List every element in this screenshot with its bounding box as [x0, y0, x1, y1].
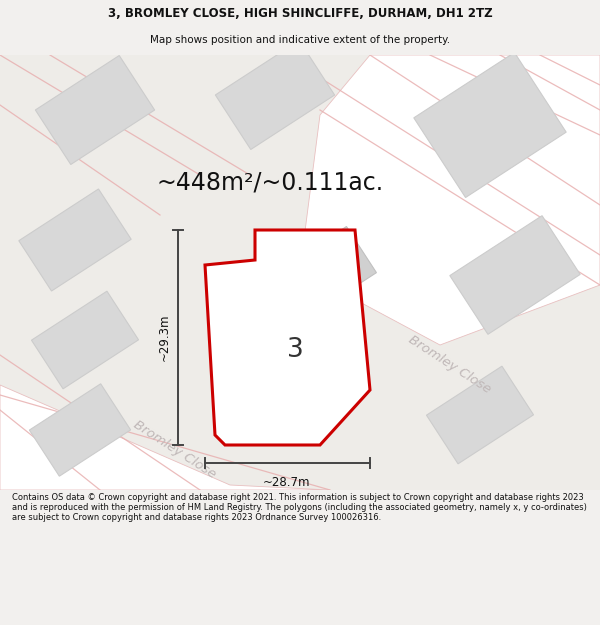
Polygon shape: [205, 230, 370, 445]
Text: Contains OS data © Crown copyright and database right 2021. This information is : Contains OS data © Crown copyright and d…: [12, 492, 587, 522]
Polygon shape: [35, 56, 155, 164]
Polygon shape: [450, 216, 580, 334]
Polygon shape: [215, 41, 335, 149]
Polygon shape: [0, 385, 330, 490]
Text: ~448m²/~0.111ac.: ~448m²/~0.111ac.: [157, 171, 383, 195]
Polygon shape: [414, 52, 566, 198]
Text: 3: 3: [287, 337, 304, 363]
Polygon shape: [31, 291, 139, 389]
Polygon shape: [284, 226, 376, 314]
Text: ~29.3m: ~29.3m: [157, 313, 170, 361]
Polygon shape: [427, 366, 533, 464]
Text: 3, BROMLEY CLOSE, HIGH SHINCLIFFE, DURHAM, DH1 2TZ: 3, BROMLEY CLOSE, HIGH SHINCLIFFE, DURHA…: [107, 8, 493, 20]
Text: Map shows position and indicative extent of the property.: Map shows position and indicative extent…: [150, 34, 450, 44]
Text: Bromley Close: Bromley Close: [406, 334, 494, 396]
Polygon shape: [300, 55, 600, 345]
Text: ~28.7m: ~28.7m: [263, 476, 311, 489]
Polygon shape: [19, 189, 131, 291]
Polygon shape: [29, 384, 131, 476]
Text: Bromley Close: Bromley Close: [131, 419, 218, 481]
